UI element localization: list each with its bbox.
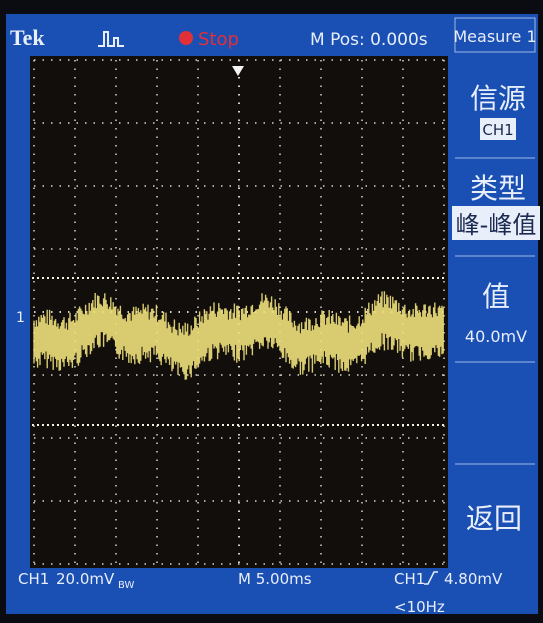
trigger-level: 4.80mV — [444, 570, 503, 588]
menu-label: 返回 — [466, 502, 522, 535]
menu-title: Measure 1 — [453, 27, 536, 46]
channel-label: CH1 — [18, 570, 49, 588]
menu-label: 类型 — [470, 172, 526, 205]
stop-icon — [179, 31, 193, 45]
timebase: M 5.00ms — [238, 570, 312, 588]
frequency: <10Hz — [394, 598, 445, 616]
trigger-source: CH1 — [394, 570, 425, 588]
menu-value: 40.0mV — [465, 327, 527, 346]
horizontal-position: M Pos: 0.000s — [310, 30, 428, 50]
bandwidth-limit: BW — [118, 580, 135, 591]
oscilloscope-screen: Tek Stop M Pos: 0.000s Measure 1 信源 CH1 … — [0, 0, 543, 623]
channel-marker: 1 — [16, 310, 25, 326]
menu-label: 信源 — [470, 82, 526, 115]
menu-button[interactable]: 返回 — [466, 502, 522, 535]
menu-value: CH1 — [482, 121, 513, 139]
brand: Tek — [10, 25, 45, 50]
run-status: Stop — [198, 29, 239, 50]
vertical-scale: 20.0mV — [56, 570, 115, 588]
menu-value: 峰-峰值 — [456, 211, 537, 239]
menu-label: 值 — [482, 280, 510, 313]
